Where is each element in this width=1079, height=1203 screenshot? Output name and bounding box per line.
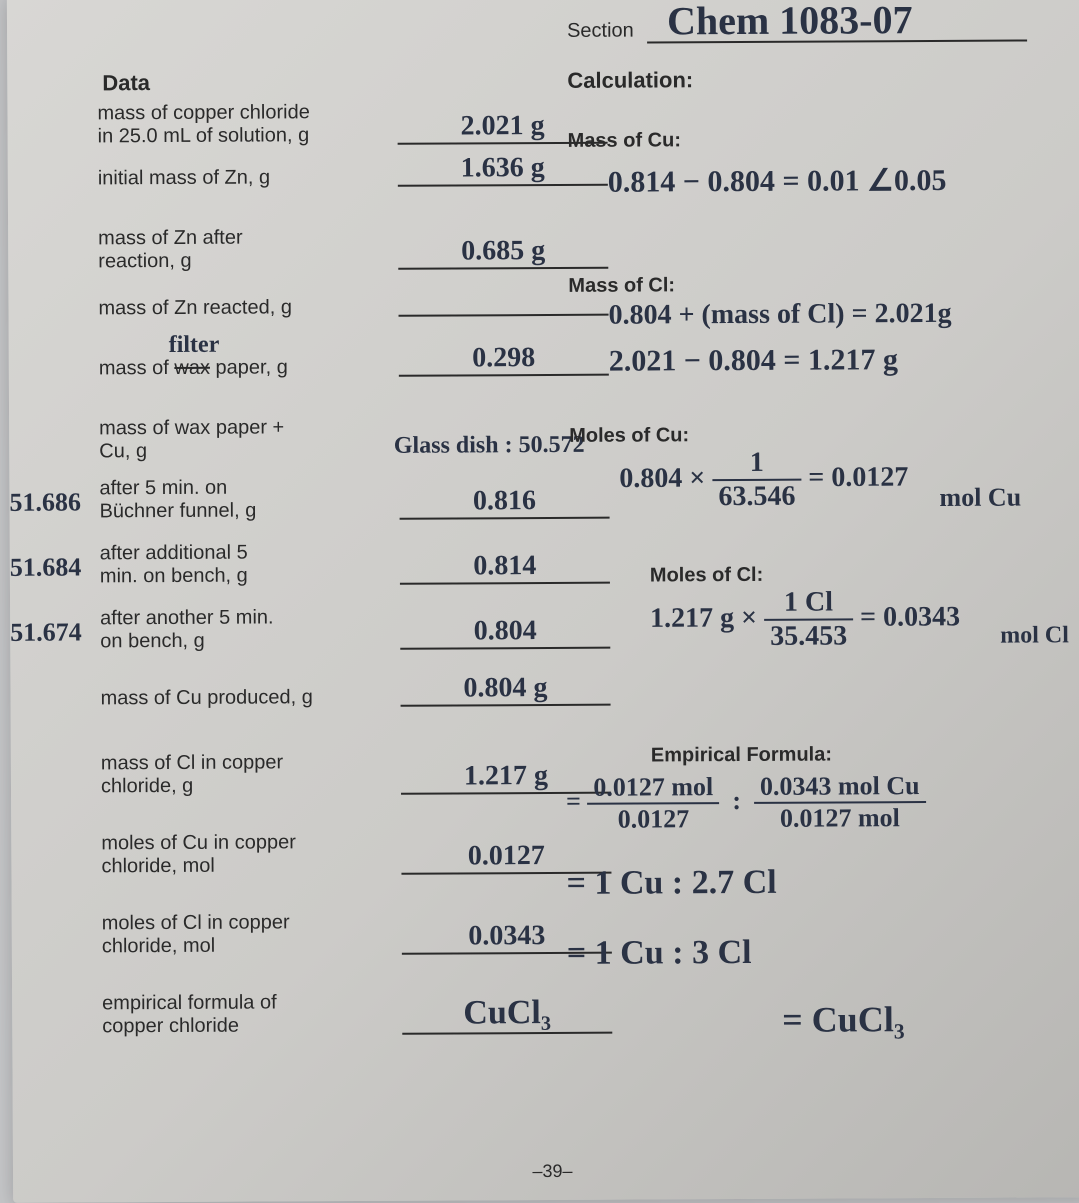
moles-cl-label: Moles of Cl: <box>650 564 763 588</box>
label-wax-paper-cu: mass of wax paper + Cu, g <box>99 416 299 463</box>
label-empirical: empirical formula of copper chloride <box>102 991 302 1038</box>
moles-cl-num: 1 Cl <box>764 588 853 620</box>
moles-cl-units: mol Cl <box>1000 622 1069 649</box>
row-mol-cl: moles of Cl in copper chloride, mol 0.03… <box>102 910 552 958</box>
annot-filter: filter <box>169 332 220 359</box>
row-zn-reacted: mass of Zn reacted, g <box>98 295 548 320</box>
val-mol-cu: 0.0127 <box>468 840 545 871</box>
margin-51-684: 51.684 <box>10 552 82 582</box>
mass-cu-label: Mass of Cu: <box>568 129 681 153</box>
emp-frac-row: = 0.0127 mol 0.0127 : 0.0343 mol Cu 0.01… <box>566 773 926 833</box>
emp-frac-right: 0.0343 mol Cu 0.0127 mol <box>754 773 926 832</box>
moles-cu-work: 0.804 × 1 63.546 = 0.0127 <box>619 448 908 512</box>
row-empirical: empirical formula of copper chloride CuC… <box>102 990 552 1038</box>
emp-label: Empirical Formula: <box>651 744 832 768</box>
emp-frac-num-r: 0.0343 mol Cu <box>754 773 926 804</box>
row-zn-after: mass of Zn after reaction, g 0.685 g <box>98 225 548 273</box>
val-zn-after: 0.685 g <box>461 235 545 266</box>
moles-cl-frac: 1 Cl 35.453 <box>764 588 853 650</box>
label-copper-chloride: mass of copper chloride in 25.0 mL of so… <box>97 101 317 148</box>
page-number: –39– <box>532 1161 572 1182</box>
section-label: Section <box>567 20 634 43</box>
emp-line4: = CuCl₃ <box>782 998 905 1041</box>
margin-51-674: 51.674 <box>10 617 82 647</box>
row-cu-produced: mass of Cu produced, g 0.804 g <box>100 685 550 710</box>
moles-cu-result: = 0.0127 <box>808 462 908 494</box>
row-buchner: after 5 min. on Büchner funnel, g 0.816 <box>99 475 549 523</box>
emp-frac-den-r: 0.0127 mol <box>754 803 926 832</box>
row-mol-cu: moles of Cu in copper chloride, mol 0.01… <box>101 830 551 878</box>
moles-cu-label: Moles of Cu: <box>569 424 689 448</box>
label-zn-reacted: mass of Zn reacted, g <box>98 295 548 320</box>
label-zn-after: mass of Zn after reaction, g <box>98 226 278 273</box>
data-heading: Data <box>102 70 150 96</box>
val-initial-zn: 1.636 g <box>461 152 545 183</box>
row-copper-chloride-mass: mass of copper chloride in 25.0 mL of so… <box>97 100 547 148</box>
emp-frac-num-l: 0.0127 mol <box>587 774 719 805</box>
mass-cl-label: Mass of Cl: <box>568 274 675 298</box>
label-bench1: after additional 5 min. on bench, g <box>100 541 290 588</box>
row-cl-mass: mass of Cl in copper chloride, g 1.217 g <box>101 750 551 798</box>
moles-cl-pre: 1.217 g × <box>650 602 757 634</box>
val-cu-produced: 0.804 g <box>463 672 547 703</box>
label-cl-mass: mass of Cl in copper chloride, g <box>101 751 301 798</box>
row-initial-zn: initial mass of Zn, g 1.636 g <box>98 165 548 190</box>
margin-51-686: 51.686 <box>9 487 81 517</box>
val-mol-cl: 0.0343 <box>468 920 545 951</box>
val-cl-mass: 1.217 g <box>464 760 548 791</box>
val-wax-paper: 0.298 <box>472 342 535 373</box>
moles-cu-den: 63.546 <box>712 481 801 511</box>
moles-cu-frac: 1 63.546 <box>712 449 801 511</box>
label-mol-cu: moles of Cu in copper chloride, mol <box>101 831 301 878</box>
mass-cl-line1: 0.804 + (mass of Cl) = 2.021g <box>608 298 951 332</box>
val-empirical: CuCl₃ <box>463 994 551 1031</box>
worksheet-page: Section Chem 1083-07 Data Calculation: m… <box>7 0 1079 1203</box>
val-wax-paper-cu: Glass dish : 50.572 <box>394 432 585 459</box>
row-bench2: after another 5 min. on bench, g 0.804 <box>100 605 550 653</box>
val-bench1: 0.814 <box>473 550 536 581</box>
moles-cl-result: = 0.0343 <box>860 601 960 633</box>
val-bench2: 0.804 <box>474 615 537 646</box>
label-buchner: after 5 min. on Büchner funnel, g <box>99 476 289 523</box>
moles-cl-work: 1.217 g × 1 Cl 35.453 = 0.0343 <box>650 588 960 652</box>
emp-frac-den-l: 0.0127 <box>587 804 719 833</box>
row-wax-paper-cu: mass of wax paper + Cu, g Glass dish : 5… <box>99 415 549 463</box>
emp-frac-left: 0.0127 mol 0.0127 <box>587 774 719 833</box>
moles-cu-num: 1 <box>712 449 801 481</box>
row-bench1: after additional 5 min. on bench, g 0.81… <box>100 540 550 588</box>
emp-line2: = 1 Cu : 2.7 Cl <box>566 864 776 903</box>
label-bench2: after another 5 min. on bench, g <box>100 606 290 653</box>
moles-cu-pre: 0.804 × <box>619 463 705 494</box>
mass-cu-work: 0.814 − 0.804 = 0.01 ∠0.05 <box>608 163 947 200</box>
val-buchner: 0.816 <box>473 485 536 516</box>
label-mol-cl: moles of Cl in copper chloride, mol <box>102 911 302 958</box>
val-copper-chloride: 2.021 g <box>460 110 544 141</box>
moles-cu-units: mol Cu <box>939 483 1021 513</box>
calc-heading: Calculation: <box>567 67 693 94</box>
emp-line3: = 1 Cu : 3 Cl <box>567 934 752 973</box>
mass-cl-line2: 2.021 − 0.804 = 1.217 g <box>609 343 898 379</box>
section-value: Chem 1083-07 <box>667 0 913 44</box>
row-wax-paper: mass of wax paper, g 0.298 <box>99 355 549 380</box>
moles-cl-den: 35.453 <box>764 620 853 650</box>
